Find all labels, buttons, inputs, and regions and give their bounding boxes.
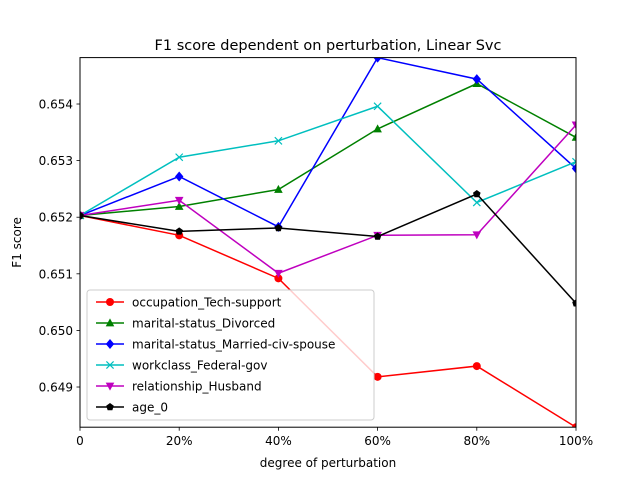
legend-label: marital-status_Married-civ-spouse [132, 338, 335, 352]
plot-frame [79, 57, 577, 428]
data-point [373, 124, 382, 133]
legend-marker [105, 360, 115, 370]
legend-box [86, 289, 375, 421]
data-point [175, 153, 184, 162]
legend-label: marital-status_Divorced [132, 317, 275, 331]
data-point [274, 184, 283, 193]
data-point [274, 274, 283, 283]
series-age-0 [80, 190, 576, 307]
series-line [80, 82, 576, 217]
series-line [80, 105, 576, 217]
legend-label: relationship_Husband [132, 380, 262, 394]
legend-item: marital-status_Divorced [96, 317, 275, 331]
data-point [571, 121, 576, 130]
y-axis: 0.649 0.650 0.651 0.652 0.653 0.654 [39, 98, 80, 395]
data-point [373, 232, 382, 240]
data-point [373, 372, 382, 381]
data-point [274, 223, 283, 232]
x-tick-label: 80% [463, 434, 490, 448]
data-point [80, 211, 84, 219]
y-tick-label: 0.652 [39, 211, 73, 225]
y-tick-label: 0.651 [39, 267, 73, 281]
data-point [472, 74, 481, 85]
chart-title: F1 score dependent on perturbation, Line… [155, 38, 502, 54]
legend-item: relationship_Husband [96, 380, 262, 394]
y-tick-label: 0.649 [39, 381, 73, 395]
data-point [373, 57, 382, 63]
data-point [571, 157, 576, 166]
series-line [80, 124, 576, 275]
data-point [571, 163, 576, 174]
data-point [472, 231, 482, 240]
x-axis: 0 20% 40% 60% 80% 100% [76, 427, 593, 448]
legend-item: marital-status_Married-civ-spouse [96, 338, 335, 352]
data-point [472, 362, 481, 371]
x-tick-label: 40% [265, 434, 292, 448]
data-point [175, 171, 184, 182]
y-tick-label: 0.653 [39, 154, 73, 168]
data-point [472, 198, 481, 207]
data-point [572, 423, 576, 428]
legend-label: occupation_Tech-support [132, 296, 282, 310]
legend-label: workclass_Federal-gov [132, 359, 267, 373]
series-line [80, 193, 576, 304]
data-point [274, 136, 283, 145]
data-point [473, 190, 481, 198]
legend-item: occupation_Tech-support [96, 296, 282, 310]
plot-area [80, 57, 576, 428]
y-tick-label: 0.654 [39, 98, 73, 112]
series-line [80, 57, 576, 228]
legend-item: age_0 [96, 401, 168, 415]
x-tick-label: 0 [76, 434, 84, 448]
data-point [571, 132, 576, 141]
data-point [373, 102, 382, 111]
data-point [572, 299, 576, 307]
y-tick-label: 0.650 [39, 324, 73, 338]
x-tick-label: 60% [364, 434, 391, 448]
data-point [174, 196, 184, 205]
legend-marker [106, 403, 114, 411]
legend-item: workclass_Federal-gov [96, 359, 267, 373]
legend-marker [105, 318, 115, 327]
data-point [174, 201, 184, 210]
x-tick-label: 100% [559, 434, 593, 448]
legend: occupation_Tech-support marital-status_Di… [86, 289, 375, 421]
data-point [274, 269, 283, 278]
y-axis-label: F1 score [10, 217, 24, 268]
data-point [175, 227, 183, 235]
legend-marker [106, 298, 114, 306]
x-tick-label: 20% [166, 434, 193, 448]
legend-label: age_0 [132, 401, 168, 415]
legend-marker [105, 339, 115, 349]
x-axis-label: degree of perturbation [260, 456, 396, 470]
legend-marker [105, 382, 115, 391]
